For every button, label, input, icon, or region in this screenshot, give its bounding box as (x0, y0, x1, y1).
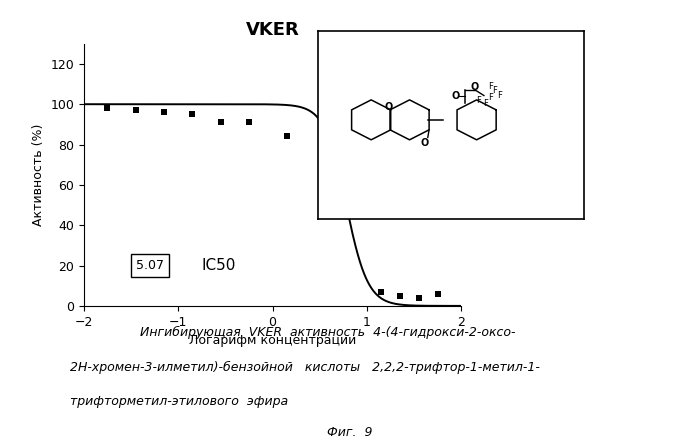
X-axis label: Логарифм концентрации: Логарифм концентрации (189, 334, 356, 347)
Text: O: O (385, 102, 393, 112)
Y-axis label: Активность (%): Активность (%) (31, 124, 45, 226)
Text: трифторметил-этилового  эфира: трифторметил-этилового эфира (70, 395, 288, 409)
Text: O: O (452, 91, 460, 101)
Point (281, 133, 292, 140)
Title: VKER: VKER (246, 21, 299, 39)
Point (432, 290, 443, 297)
Text: Ингибирующая  VKER  активность  4-(4-гидрокси-2-оксо-: Ингибирующая VKER активность 4-(4-гидрок… (140, 326, 515, 339)
Point (130, 107, 141, 114)
Text: Фиг.  9: Фиг. 9 (326, 426, 373, 437)
Point (394, 292, 405, 299)
Text: F: F (488, 94, 493, 102)
Text: F: F (488, 82, 493, 90)
Point (243, 119, 254, 126)
Text: F: F (498, 91, 503, 100)
Point (215, 119, 226, 126)
Point (187, 111, 198, 118)
Text: F: F (492, 87, 497, 95)
Text: O: O (470, 82, 479, 92)
Text: IC50: IC50 (202, 258, 236, 273)
Text: 5.07: 5.07 (136, 259, 164, 272)
Point (102, 105, 113, 112)
Text: 2Н-хромен-3-илметил)-бензойной   кислоты   2,2,2-трифтор-1-метил-1-: 2Н-хромен-3-илметил)-бензойной кислоты 2… (70, 361, 540, 374)
Point (413, 295, 424, 302)
Point (159, 109, 170, 116)
Text: F: F (476, 96, 481, 105)
Point (375, 288, 387, 295)
Text: O: O (421, 138, 429, 148)
Point (319, 200, 330, 207)
Text: F: F (483, 99, 488, 108)
